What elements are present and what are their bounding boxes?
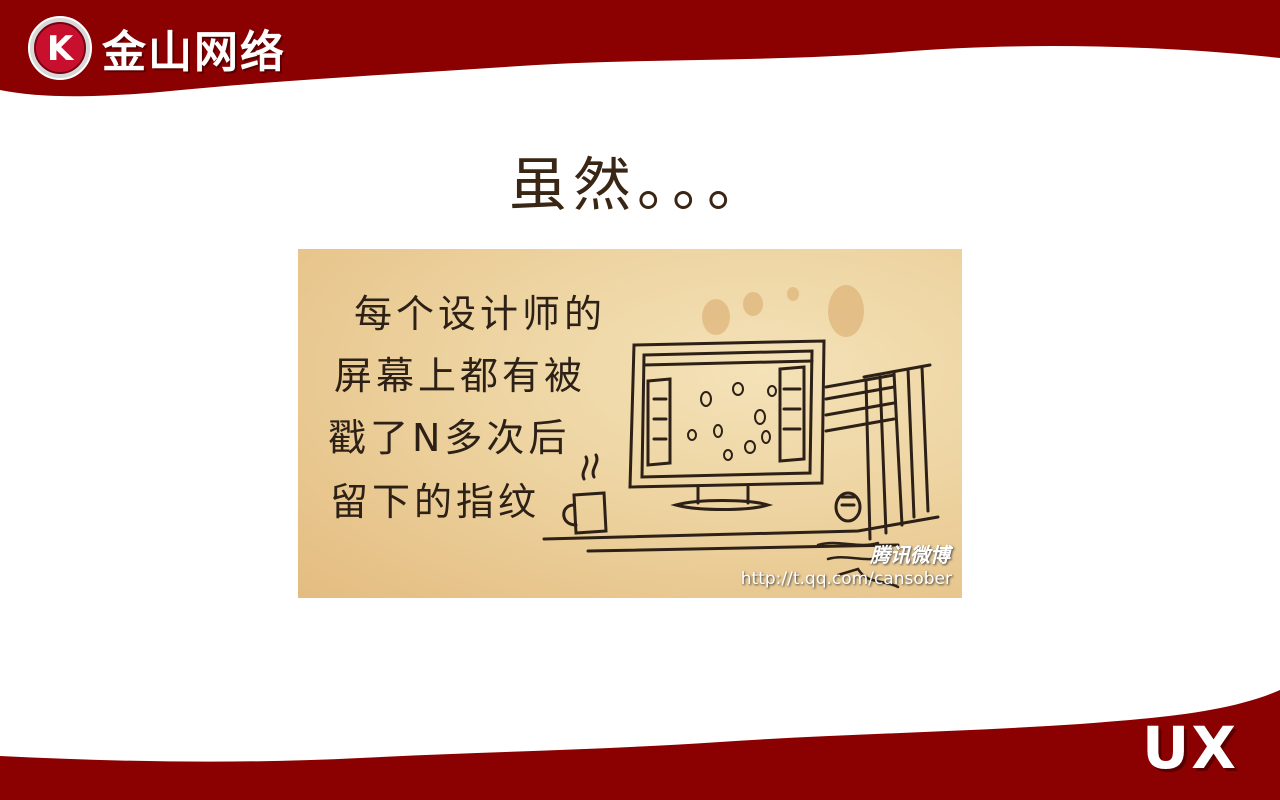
fingerprint-icon: [687, 382, 777, 461]
small-cup-icon: [834, 491, 862, 523]
kingsoft-k-icon: K: [28, 16, 92, 80]
comic-text-line: 每个设计师的: [354, 292, 607, 336]
comic-drawing: [542, 285, 940, 589]
shelf-sketch-icon: [824, 363, 932, 541]
comic-text-line: 留下的指纹: [330, 480, 541, 524]
footer-band: [0, 690, 1280, 800]
watermark-url: http://t.qq.com/cansober: [740, 569, 952, 589]
logo-letter: K: [47, 29, 75, 69]
monitor-sketch-icon: [628, 339, 826, 511]
comic-text-line: 戳了N多次后: [328, 416, 571, 460]
logo-text: 金山网络: [102, 27, 286, 78]
ux-corner-mark: UX: [1142, 714, 1238, 782]
coffee-mug-icon: [562, 453, 608, 535]
watermark-brand: 腾讯微博: [870, 543, 950, 567]
artist-signature-icon: [816, 541, 900, 589]
desk-sketch-icon: [542, 515, 940, 553]
comic-illustration: 每个设计师的 屏幕上都有被 戳了N多次后 留下的指纹 腾讯微博 http://t…: [298, 249, 962, 598]
company-logo: K 金山网络: [28, 16, 286, 80]
slide-title: 虽然。。。: [508, 151, 771, 219]
comic-text-line: 屏幕上都有被: [334, 354, 587, 398]
header-band: [0, 0, 1280, 97]
coffee-stain-icon: [702, 285, 864, 337]
